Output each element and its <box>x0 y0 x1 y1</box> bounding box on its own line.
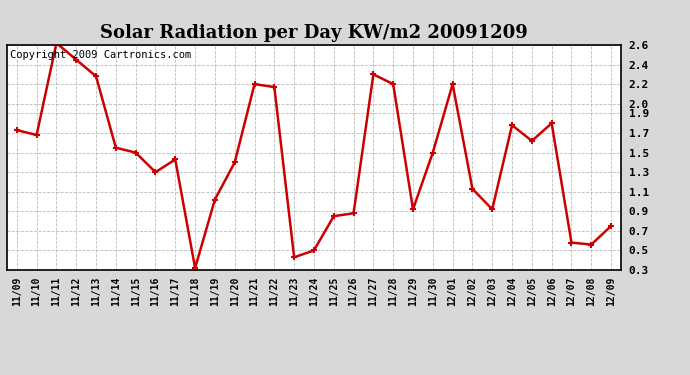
Text: Copyright 2009 Cartronics.com: Copyright 2009 Cartronics.com <box>10 50 191 60</box>
Title: Solar Radiation per Day KW/m2 20091209: Solar Radiation per Day KW/m2 20091209 <box>100 24 528 42</box>
